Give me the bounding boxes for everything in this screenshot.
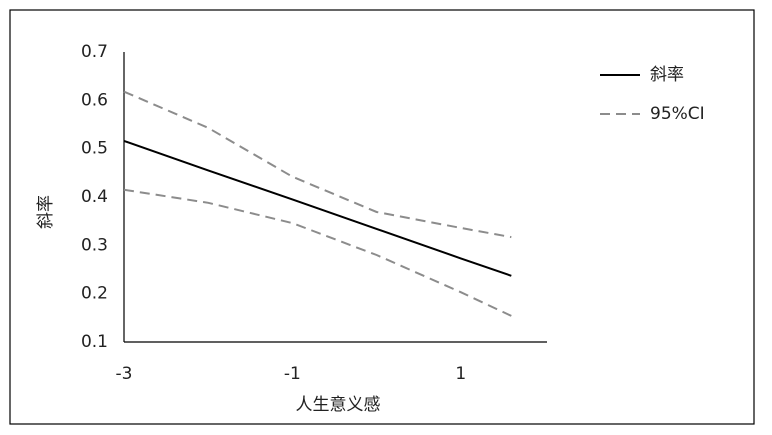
legend-label: 斜率 bbox=[650, 65, 684, 85]
x-tick-label: -1 bbox=[284, 364, 301, 384]
y-tick-label: 0.1 bbox=[81, 332, 108, 352]
series-line bbox=[123, 139, 512, 277]
y-tick-label: 0.2 bbox=[81, 284, 108, 304]
chart-border bbox=[9, 9, 755, 425]
y-tick-label: 0.5 bbox=[81, 139, 108, 159]
legend-label: 95%CI bbox=[650, 104, 705, 124]
series-line bbox=[123, 90, 512, 239]
y-tick-label: 0.6 bbox=[81, 90, 108, 110]
y-tick-label: 0.7 bbox=[81, 42, 108, 62]
y-axis-label: 斜率 bbox=[36, 195, 56, 229]
x-tick-label: 1 bbox=[455, 364, 466, 384]
series-line bbox=[123, 188, 512, 317]
x-tick-label: -3 bbox=[116, 364, 133, 384]
x-axis-label: 人生意义感 bbox=[296, 395, 381, 415]
y-tick-label: 0.3 bbox=[81, 235, 108, 255]
y-tick-label: 0.4 bbox=[81, 187, 108, 207]
